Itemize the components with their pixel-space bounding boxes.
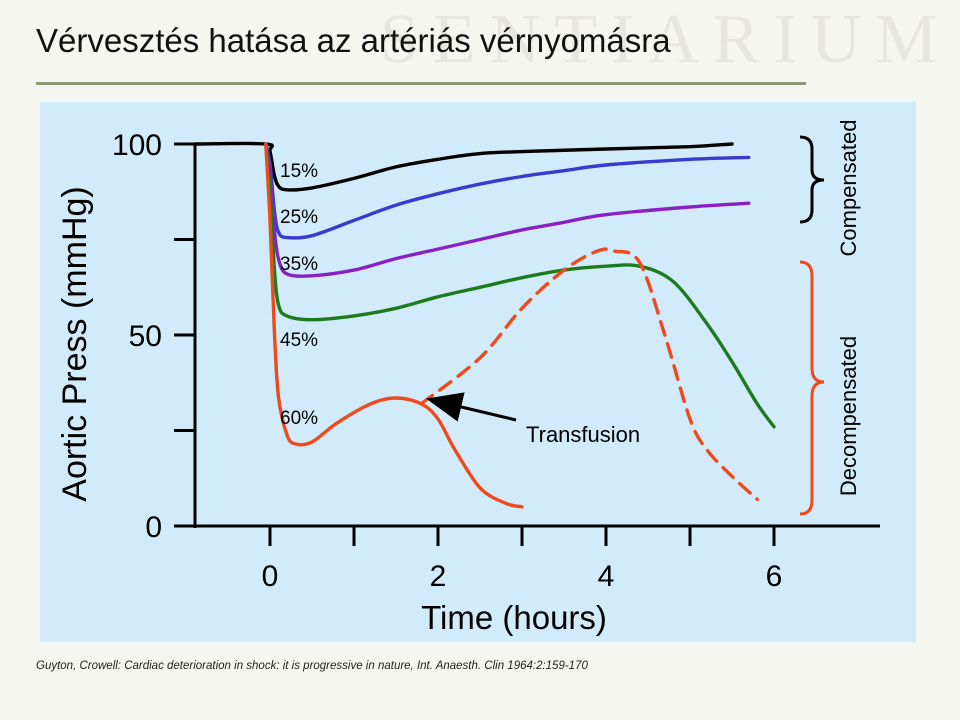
x-tick-label: 4 xyxy=(598,560,615,593)
y-tick-label: 0 xyxy=(145,511,162,544)
chart-panel: 0 50 100 0 2 4 6 Aortic Press (mmHg) Time (ho… xyxy=(40,102,916,642)
series-line-35 xyxy=(264,142,751,278)
background-watermark: SENTIARIUM xyxy=(380,1,952,78)
series-label-60: 60% xyxy=(280,408,318,429)
decompensated-label: Decompensated xyxy=(836,336,861,496)
series-label-45: 45% xyxy=(280,330,318,351)
compensated-label: Compensated xyxy=(836,120,861,257)
decompensated-brace xyxy=(799,260,825,516)
series-line-15 xyxy=(192,141,734,192)
y-tick-label: 50 xyxy=(129,320,162,353)
series-label-25: 25% xyxy=(280,207,318,228)
x-tick-label: 0 xyxy=(262,560,279,593)
series-label-15: 15% xyxy=(280,161,318,182)
y-tick-label: 100 xyxy=(112,129,162,162)
compensated-brace xyxy=(799,135,825,224)
x-tick-label: 6 xyxy=(766,560,783,593)
y-axis-label: Aortic Press (mmHg) xyxy=(56,186,94,501)
x-tick-label: 2 xyxy=(430,560,447,593)
series-line-transfusion xyxy=(419,247,759,501)
series-line-25 xyxy=(264,142,751,240)
transfusion-label: Transfusion xyxy=(526,422,640,447)
series-label-35: 35% xyxy=(280,254,318,275)
x-axis-label: Time (hours) xyxy=(421,599,607,636)
title-divider xyxy=(36,82,806,85)
series-line-45 xyxy=(264,142,776,429)
slide-title: Vérvesztés hatása az artériás vérnyomásr… xyxy=(36,22,671,59)
series-line-60 xyxy=(264,142,524,509)
aortic-pressure-chart: 0 50 100 0 2 4 6 Aortic Press (mmHg) Time (ho… xyxy=(56,120,880,636)
citation-text: Guyton, Crowell: Cardiac deterioration i… xyxy=(36,660,588,672)
transfusion-arrow xyxy=(426,392,517,422)
